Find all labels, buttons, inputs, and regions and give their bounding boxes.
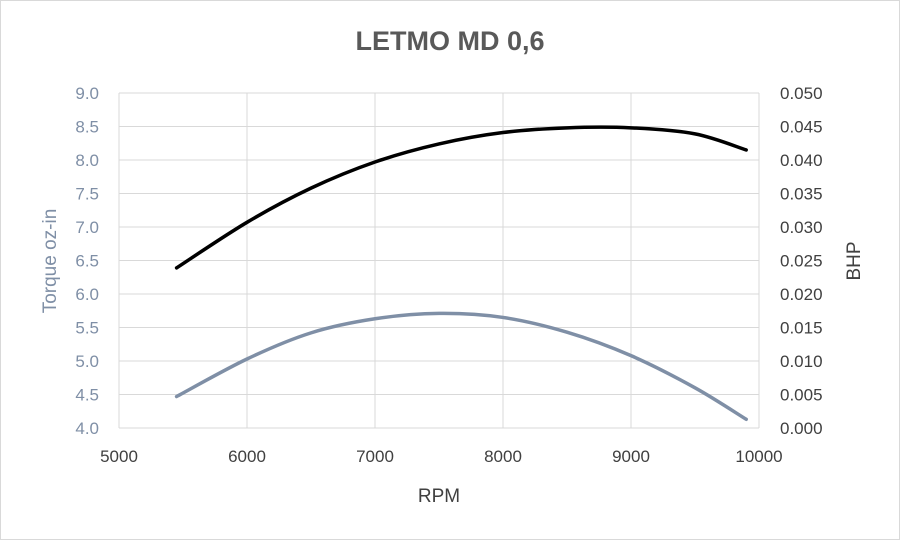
y-tick-left-label: 7.0 [75,218,99,237]
y-tick-right-label: 0.015 [780,319,823,338]
x-tick-label: 6000 [228,447,266,466]
x-axis-ticks: 5000 6000 7000 8000 9000 10000 [100,447,783,466]
y-tick-right-label: 0.035 [780,185,823,204]
x-axis-label: RPM [418,486,460,507]
y-tick-left-label: 8.5 [75,118,99,137]
x-tick-label: 7000 [356,447,394,466]
series-layer [174,125,748,422]
y-tick-left-label: 6.0 [75,285,99,304]
y-tick-right-label: 0.040 [780,151,823,170]
y-tick-right-label: 0.025 [780,252,823,271]
torque-series-line [174,311,748,422]
chart-title: LETMO MD 0,6 [355,26,544,56]
x-tick-label: 8000 [484,447,522,466]
x-tick-label: 10000 [735,447,782,466]
y-axis-right-label: BHP [844,241,865,280]
left-axis-ticks: 4.0 4.5 5.0 5.5 6.0 6.5 7.0 7.5 8.0 8.5 9.0 [75,84,99,438]
y-tick-left-label: 5.0 [75,352,99,371]
y-tick-right-label: 0.005 [780,386,823,405]
x-tick-label: 9000 [612,447,650,466]
x-tick-label: 5000 [100,447,138,466]
right-axis-ticks: 0.000 0.005 0.010 0.015 0.020 0.025 0.030 0.035… [780,84,823,438]
y-axis-left-label: Torque oz-in [40,209,61,314]
y-tick-left-label: 7.5 [75,185,99,204]
y-tick-left-label: 8.0 [75,151,99,170]
y-tick-right-label: 0.020 [780,285,823,304]
y-tick-left-label: 5.5 [75,319,99,338]
y-tick-left-label: 4.5 [75,386,99,405]
grid [118,92,760,429]
y-tick-right-label: 0.050 [780,84,823,103]
y-tick-right-label: 0.030 [780,218,823,237]
y-tick-left-label: 6.5 [75,252,99,271]
y-tick-left-label: 4.0 [75,419,99,438]
y-tick-right-label: 0.000 [780,419,823,438]
y-tick-left-label: 9.0 [75,84,99,103]
bhp-series-line [174,125,748,270]
y-tick-right-label: 0.045 [780,118,823,137]
y-tick-right-label: 0.010 [780,352,823,371]
